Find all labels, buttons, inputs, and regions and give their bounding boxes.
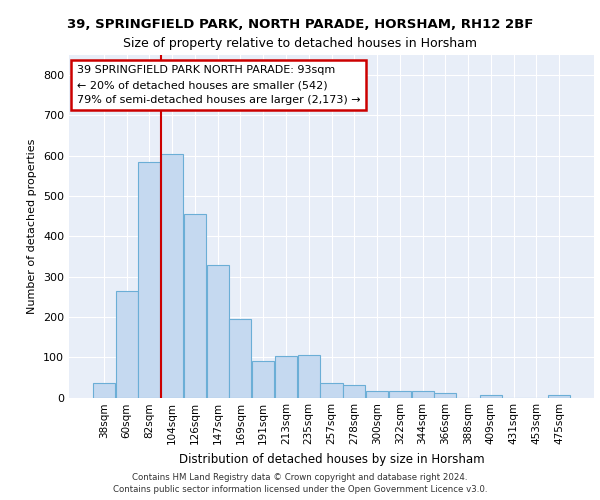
Text: 39, SPRINGFIELD PARK, NORTH PARADE, HORSHAM, RH12 2BF: 39, SPRINGFIELD PARK, NORTH PARADE, HORS… <box>67 18 533 30</box>
Bar <box>389 391 411 398</box>
Y-axis label: Number of detached properties: Number of detached properties <box>28 138 37 314</box>
Bar <box>298 355 320 398</box>
Bar <box>206 264 229 398</box>
Bar <box>139 162 160 398</box>
Bar <box>548 394 570 398</box>
Bar <box>366 390 388 398</box>
Bar <box>161 154 183 398</box>
Text: 39 SPRINGFIELD PARK NORTH PARADE: 93sqm
← 20% of detached houses are smaller (54: 39 SPRINGFIELD PARK NORTH PARADE: 93sqm … <box>77 66 361 105</box>
Text: Contains HM Land Registry data © Crown copyright and database right 2024.
Contai: Contains HM Land Registry data © Crown c… <box>113 472 487 494</box>
Bar <box>434 394 457 398</box>
Bar <box>343 386 365 398</box>
Bar <box>412 392 434 398</box>
Bar <box>252 361 274 398</box>
Bar <box>320 384 343 398</box>
Bar <box>275 356 297 398</box>
Bar <box>184 214 206 398</box>
Bar <box>116 290 138 398</box>
Bar <box>93 384 115 398</box>
Text: Size of property relative to detached houses in Horsham: Size of property relative to detached ho… <box>123 38 477 51</box>
Bar <box>229 319 251 398</box>
X-axis label: Distribution of detached houses by size in Horsham: Distribution of detached houses by size … <box>179 453 484 466</box>
Bar <box>480 395 502 398</box>
